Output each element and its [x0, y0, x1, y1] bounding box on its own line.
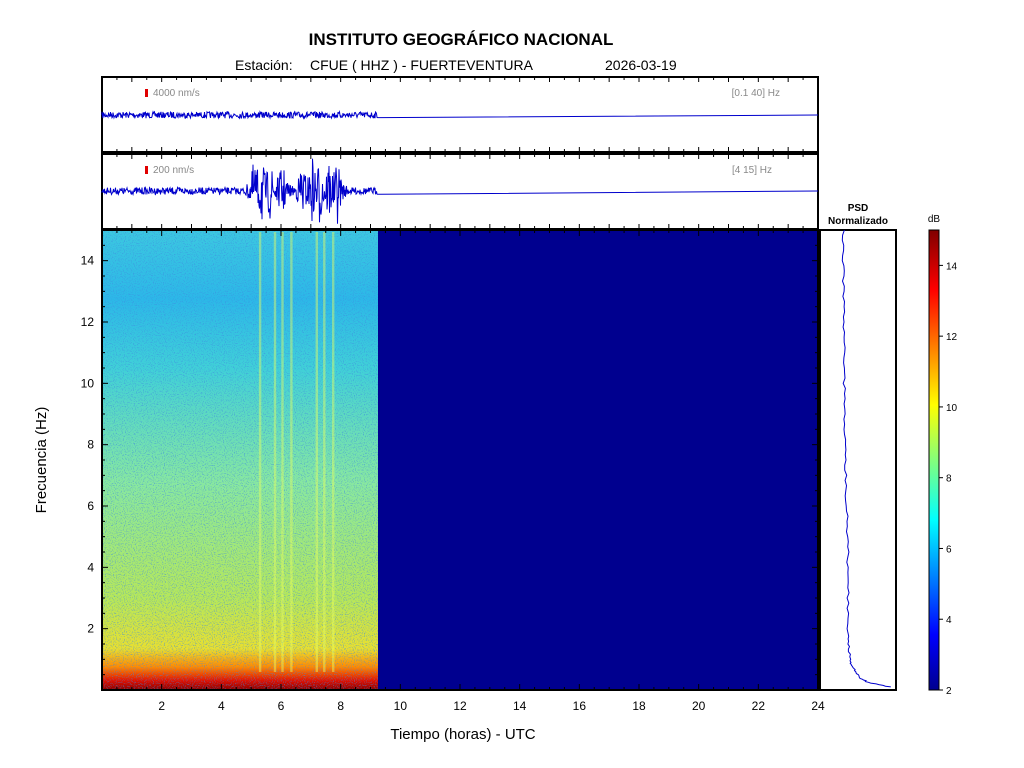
x-tick-label: 8 — [337, 699, 344, 713]
x-tick-label: 10 — [394, 699, 408, 713]
scale-label-filtered: 200 nm/s — [153, 165, 194, 176]
scale-bar-filtered — [145, 166, 148, 174]
spectrogram-bright-line — [281, 232, 284, 672]
filtered-waveform — [101, 158, 819, 224]
x-tick-label: 24 — [811, 699, 825, 713]
psd-panel: PSD Normalizado — [819, 203, 897, 691]
panel1-ticks — [101, 77, 819, 152]
colorbar-tick-label: 12 — [946, 332, 958, 343]
spectrogram-bright-line — [273, 232, 277, 672]
y-tick-label: 2 — [87, 622, 94, 636]
filtered-trace-panel: 200 nm/s [4 15] Hz — [101, 153, 819, 230]
panel2-ticks — [101, 154, 819, 229]
filter-label-filtered: [4 15] Hz — [732, 165, 772, 176]
spectrogram-bright-line — [290, 232, 293, 672]
y-tick-label: 14 — [81, 254, 95, 268]
spectrogram-bright-line — [315, 232, 318, 672]
spectrogram-noise — [102, 230, 378, 690]
x-tick-label: 2 — [158, 699, 165, 713]
colorbar-tick-label: 8 — [946, 474, 952, 485]
colorbar-tick-label: 14 — [946, 261, 958, 272]
station-date: 2026-03-19 — [605, 57, 677, 73]
spectrogram-bright-line — [323, 232, 326, 672]
x-tick-label: 12 — [453, 699, 467, 713]
scale-label-broadband: 4000 nm/s — [153, 88, 200, 99]
colorbar-gradient — [928, 229, 940, 691]
y-tick-label: 12 — [81, 315, 95, 329]
station-name: CFUE ( HHZ ) - FUERTEVENTURA — [310, 57, 534, 73]
psd-frame — [819, 229, 897, 691]
colorbar-tick-label: 4 — [946, 615, 952, 626]
x-tick-label: 18 — [632, 699, 646, 713]
x-tick-label: 20 — [692, 699, 706, 713]
y-tick-label: 6 — [87, 499, 94, 513]
scale-bar-broadband — [145, 89, 148, 97]
psd-title-line2: Normalizado — [828, 216, 888, 227]
x-tick-label: 14 — [513, 699, 527, 713]
spectrogram-event-lines — [258, 232, 335, 672]
colorbar-tick-label: 2 — [946, 686, 952, 697]
colorbar-tick-label: 6 — [946, 544, 952, 555]
x-tick-label: 4 — [218, 699, 225, 713]
y-tick-label: 4 — [87, 560, 94, 574]
colorbar: dB 2 4 6 8 10 12 14 — [928, 214, 958, 697]
spectrogram-bright-line — [332, 232, 335, 672]
y-tick-label: 10 — [81, 376, 95, 390]
x-axis-label: Tiempo (horas) - UTC — [390, 726, 535, 743]
psd-curve — [841, 229, 891, 688]
station-prefix: Estación: — [235, 57, 293, 73]
figure-title: INSTITUTO GEOGRÁFICO NACIONAL — [309, 30, 614, 49]
y-axis-label: Frecuencia (Hz) — [33, 407, 50, 514]
x-tick-label: 22 — [752, 699, 766, 713]
psd-title-line1: PSD — [848, 203, 869, 214]
x-tick-label: 16 — [573, 699, 587, 713]
colorbar-unit: dB — [928, 214, 941, 225]
colorbar-ticks: 2 4 6 8 10 12 14 — [939, 261, 958, 697]
filter-label-broadband: [0.1 40] Hz — [732, 88, 780, 99]
y-tick-label: 8 — [87, 438, 94, 452]
colorbar-tick-label: 10 — [946, 403, 958, 414]
x-tick-label: 6 — [278, 699, 285, 713]
spectrogram-bright-line — [258, 232, 262, 672]
broadband-waveform — [101, 110, 819, 120]
broadband-trace-panel: 4000 nm/s [0.1 40] Hz — [101, 76, 819, 153]
